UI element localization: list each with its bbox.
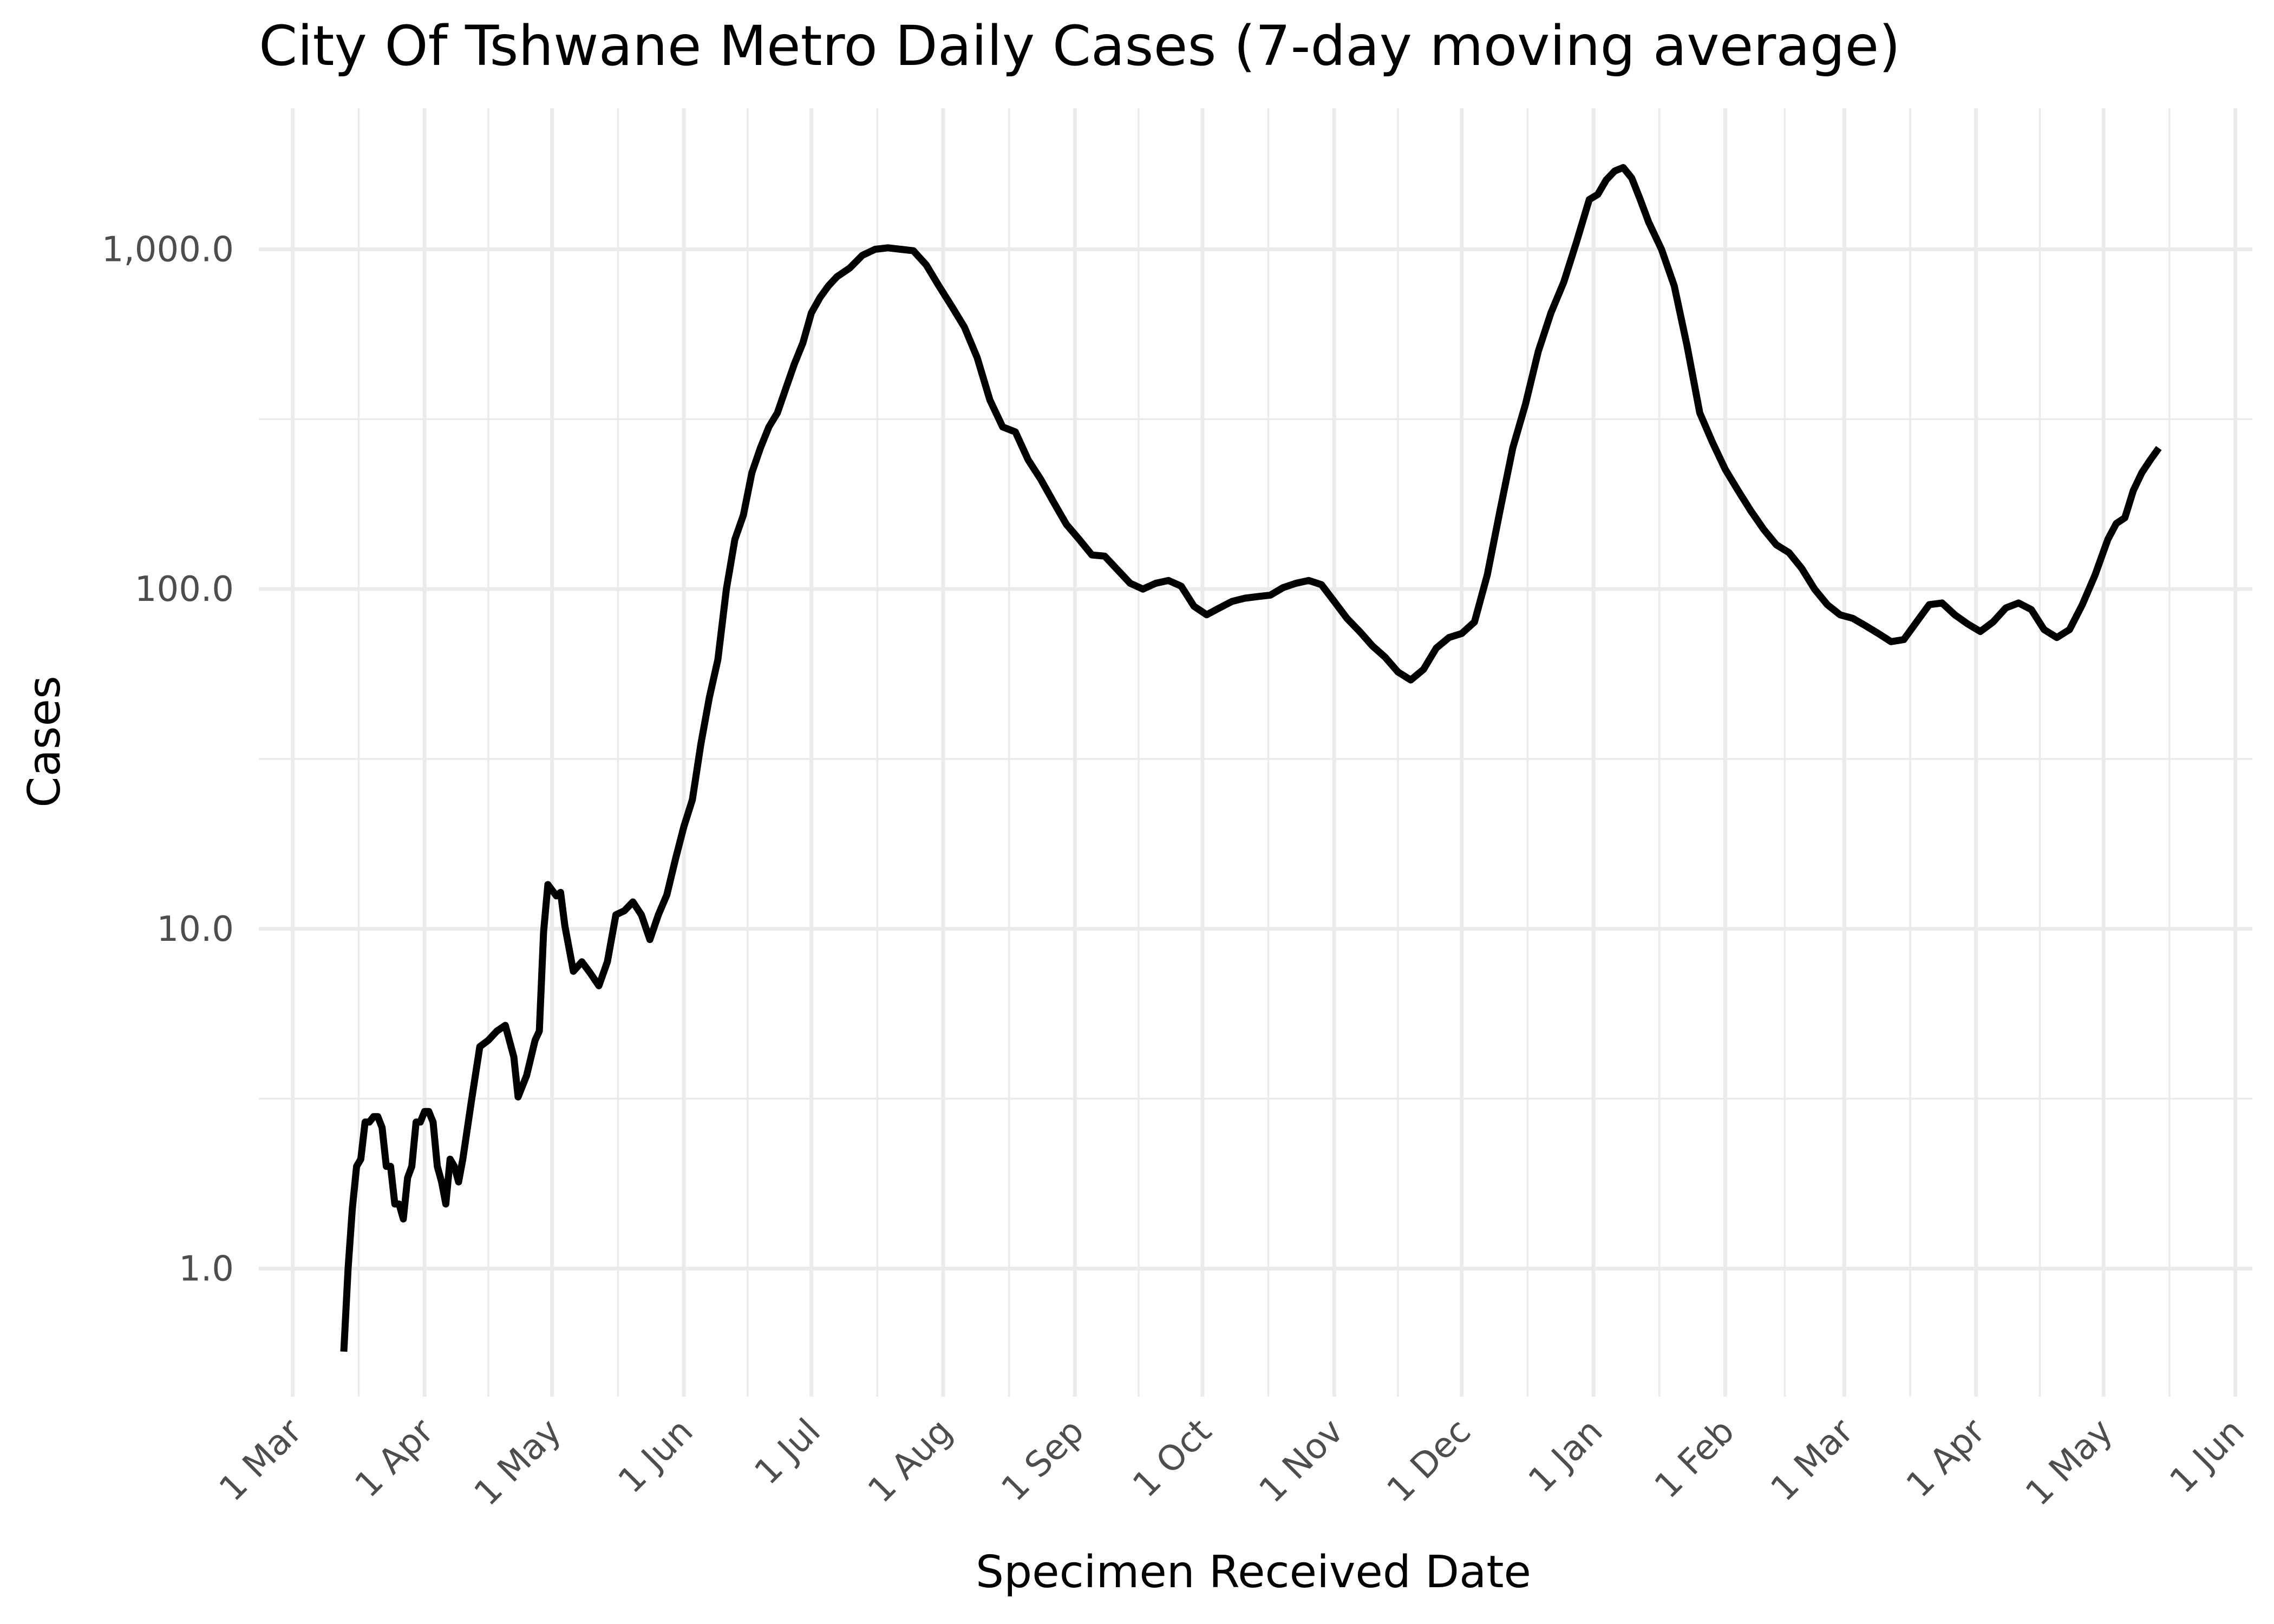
y-axis-label: Cases [19,676,70,807]
y-tick-label: 1.0 [179,1249,234,1289]
series-line [340,164,2162,1352]
grid [259,108,2252,1397]
y-axis-ticks: 1.0 10.0 100.0 1,000.0 [102,230,234,1289]
y-tick-label: 1,000.0 [102,230,234,270]
y-tick-label: 100.0 [135,569,234,610]
x-axis-label: Specimen Received Date [976,1547,1531,1598]
chart-title: City Of Tshwane Metro Daily Cases (7-day… [259,14,1900,78]
y-tick-label: 10.0 [157,909,234,949]
